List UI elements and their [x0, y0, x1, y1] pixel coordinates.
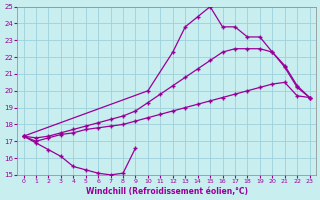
X-axis label: Windchill (Refroidissement éolien,°C): Windchill (Refroidissement éolien,°C) [85, 187, 248, 196]
